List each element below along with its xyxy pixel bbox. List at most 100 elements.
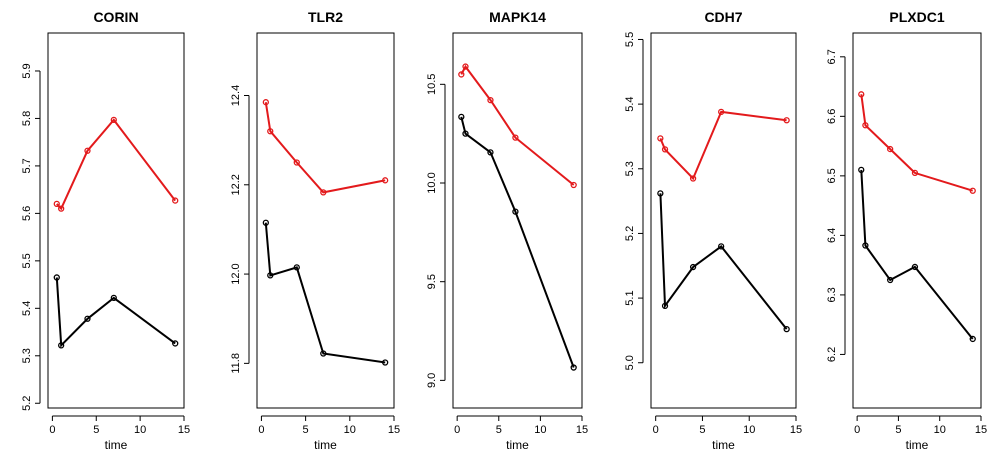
y-tick-label: 9.5 [426, 274, 438, 289]
panel-plxdc1: PLXDC1 0 5 10 15 time 6.2 6.3 6.4 6.5 6.6 6.7 [826, 9, 987, 451]
data-point [858, 91, 865, 98]
x-axis-label: time [105, 438, 128, 451]
plot-frame [852, 32, 982, 409]
x-tick-label: 15 [790, 424, 802, 436]
data-point [783, 325, 790, 333]
data-point [458, 113, 465, 121]
data-point [53, 200, 60, 208]
data-point [661, 302, 669, 309]
data-point [969, 335, 976, 343]
y-tick-label: 5.3 [21, 348, 33, 363]
x-tick-label: 15 [388, 424, 400, 436]
x-tick-label: 5 [895, 424, 901, 436]
y-tick-label: 11.8 [230, 353, 242, 374]
data-point [462, 130, 469, 137]
plot-frame [47, 32, 185, 409]
series-line-1 [55, 277, 176, 348]
panel-cdh7: CDH7 0 5 10 15 time 5.0 5.1 5.2 5.3 5.4 5.5 [624, 9, 802, 451]
data-point [887, 276, 894, 284]
y-tick-label: 6.4 [826, 228, 838, 243]
data-point [862, 242, 869, 249]
data-point [570, 364, 577, 371]
data-point [110, 116, 117, 124]
y-tick-label: 12.0 [230, 263, 242, 284]
x-axis-label: time [712, 438, 735, 451]
data-point [487, 96, 494, 104]
data-point [458, 71, 465, 78]
data-point [657, 135, 664, 142]
data-point [293, 264, 300, 271]
series-line-0 [56, 118, 176, 211]
y-tick-label: 5.1 [624, 290, 636, 305]
data-point [689, 263, 697, 271]
x-axis-label: time [314, 438, 337, 451]
data-point [84, 147, 91, 154]
y-tick-label: 5.3 [624, 161, 636, 176]
data-point [858, 166, 865, 174]
series-line-1 [659, 193, 788, 330]
data-point [320, 189, 327, 196]
series-line-1 [460, 116, 575, 368]
series-line-0 [460, 64, 575, 186]
y-tick-label: 12.4 [230, 85, 242, 106]
y-tick-label: 5.4 [21, 301, 33, 316]
x-tick-label: 15 [178, 424, 190, 436]
data-point [382, 177, 389, 184]
y-tick-label: 5.7 [21, 158, 33, 173]
y-tick-label: 6.7 [826, 49, 838, 64]
data-point [320, 350, 327, 357]
y-tick-label: 10.0 [426, 172, 438, 193]
data-point [293, 159, 300, 166]
data-point [382, 359, 389, 366]
data-point [262, 99, 269, 106]
x-tick-label: 10 [534, 424, 546, 436]
y-tick-label: 10.5 [426, 74, 438, 95]
data-point [267, 128, 274, 135]
y-tick-label: 12.2 [230, 174, 242, 195]
data-point [262, 219, 269, 226]
x-tick-label: 0 [258, 424, 264, 436]
data-point [718, 243, 725, 250]
data-point [689, 175, 697, 182]
y-tick-label: 5.4 [624, 96, 636, 111]
x-tick-label: 5 [496, 424, 502, 436]
y-tick-label: 5.9 [21, 63, 33, 78]
data-point [512, 208, 519, 215]
data-point [172, 197, 179, 204]
data-point [969, 187, 976, 194]
panel-title: TLR2 [308, 9, 343, 25]
data-point [657, 190, 664, 197]
x-tick-label: 0 [454, 424, 460, 436]
plot-frame [650, 32, 797, 409]
y-tick-label: 5.2 [624, 226, 636, 241]
data-point [84, 315, 91, 322]
data-point [58, 205, 65, 212]
panel-title: MAPK14 [489, 9, 546, 25]
plot-frame [452, 32, 583, 409]
y-tick-label: 9.0 [426, 373, 438, 388]
y-tick-label: 6.2 [826, 347, 838, 362]
x-axis-label: time [906, 438, 929, 451]
x-tick-label: 0 [653, 424, 659, 436]
x-tick-label: 10 [344, 424, 356, 436]
x-tick-label: 10 [743, 424, 755, 436]
data-point [487, 149, 494, 156]
data-point [58, 342, 65, 349]
y-tick-label: 5.8 [21, 111, 33, 126]
x-tick-label: 10 [934, 424, 946, 436]
data-point [512, 134, 519, 141]
x-tick-label: 0 [854, 424, 860, 436]
data-point [172, 340, 179, 347]
panel-title: PLXDC1 [889, 9, 944, 25]
plot-frame [256, 32, 395, 409]
data-point [718, 108, 725, 116]
data-point [911, 263, 919, 271]
y-tick-label: 5.5 [21, 253, 33, 268]
data-point [661, 146, 669, 153]
series-line-1 [860, 169, 974, 340]
y-tick-label: 5.0 [624, 355, 636, 370]
data-point [462, 63, 469, 70]
x-tick-label: 5 [303, 424, 309, 436]
panel-mapk14: MAPK14 0 5 10 15 time 9.0 9.5 10.0 10.5 [426, 9, 588, 451]
data-point [570, 181, 577, 189]
